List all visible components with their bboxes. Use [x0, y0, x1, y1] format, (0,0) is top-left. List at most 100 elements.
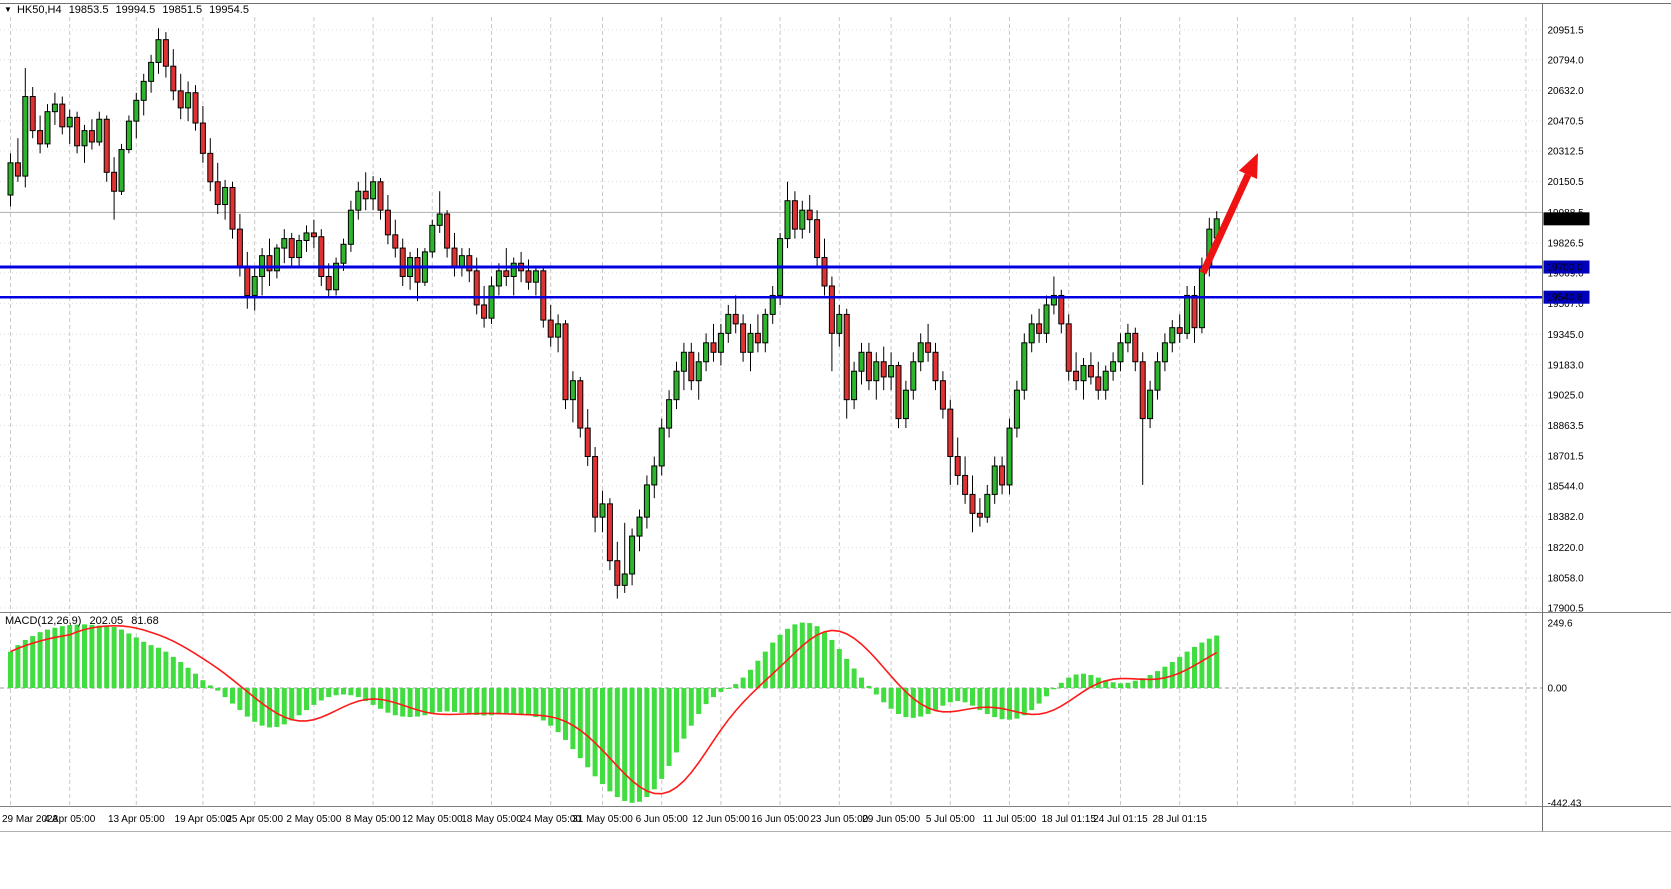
candle-body-up [1117, 342, 1124, 363]
candle-body-down [954, 455, 961, 476]
trend-arrow-shaft[interactable] [1199, 173, 1252, 275]
candle-body-up [125, 120, 132, 151]
candle-body-down [895, 365, 902, 420]
time-axis-label: 24 May 05:00 [520, 814, 581, 825]
candle-body-down [1065, 323, 1072, 372]
candle-body-up [347, 209, 354, 245]
candle [703, 333, 710, 372]
candle [407, 251, 414, 290]
candle [266, 238, 273, 286]
macd-histogram-bar [318, 688, 324, 701]
candle-body-down [925, 342, 932, 353]
candle [547, 304, 554, 347]
macd-histogram-bar [59, 626, 65, 688]
candle-body-down [1095, 376, 1102, 391]
candle [584, 409, 591, 466]
macd-histogram-bar [651, 688, 657, 790]
candle [688, 342, 695, 391]
candle [362, 172, 369, 211]
candle-body-up [185, 92, 192, 109]
candle [1013, 380, 1020, 438]
macd-name: MACD(12,26,9) [5, 615, 82, 627]
candle-body-down [1087, 365, 1094, 378]
macd-histogram-bar [999, 688, 1005, 720]
candle [999, 456, 1006, 495]
candle-body-down [947, 408, 954, 457]
macd-histogram-bar [1132, 680, 1138, 688]
macd-histogram-bar [984, 688, 990, 714]
candle-body-down [244, 266, 251, 296]
macd-histogram-bar [777, 634, 783, 688]
candle-body-down [318, 236, 325, 278]
candle-body-down [1139, 361, 1146, 420]
candle-body-up [436, 213, 443, 226]
candle-body-up [636, 516, 643, 537]
candle-body-down [592, 455, 599, 518]
price-axis-label: 18701.5 [1548, 452, 1585, 463]
macd-histogram-bar [555, 688, 561, 733]
macd-histogram-bar [52, 627, 58, 688]
candle-body-up [44, 111, 51, 145]
candle-body-down [999, 465, 1006, 486]
price-axis-label: 18863.5 [1548, 421, 1585, 432]
macd-histogram-bar [200, 680, 206, 688]
macd-histogram-bar [799, 622, 805, 688]
macd-histogram-bar [970, 688, 975, 706]
candle [1095, 361, 1102, 400]
macd-histogram-bar [851, 668, 857, 688]
candle [414, 248, 421, 302]
macd-histogram-bar [711, 688, 716, 698]
candle [355, 181, 362, 220]
candle-body-down [362, 190, 369, 200]
candle-body-down [310, 232, 317, 238]
candle-body-up [155, 39, 162, 63]
candle [1065, 314, 1072, 381]
candle-body-down [710, 342, 717, 353]
macd-histogram-bar [207, 685, 213, 688]
time-axis-label: 6 Jun 05:00 [636, 814, 689, 825]
candle [525, 259, 532, 290]
macd-histogram-bar [37, 632, 43, 688]
macd-histogram-bar [829, 639, 835, 688]
candle-body-down [562, 323, 569, 401]
candle [710, 323, 717, 362]
candle [347, 200, 354, 252]
candle [592, 447, 599, 533]
time-axis-label: 23 Jun 05:00 [810, 814, 868, 825]
candle [59, 96, 66, 135]
candle [843, 308, 850, 419]
candle-body-up [1154, 361, 1161, 391]
time-axis-label: 28 Jul 01:15 [1152, 814, 1207, 825]
candle-body-down [503, 270, 510, 278]
macd-histogram-bar [126, 633, 132, 688]
candle [229, 181, 236, 239]
candle-body-up [1080, 365, 1087, 382]
trend-arrow-head[interactable] [1238, 153, 1258, 179]
macd-histogram-bar [696, 688, 702, 714]
macd-histogram-bar [1036, 688, 1042, 704]
candle [510, 257, 517, 296]
macd-histogram-bar [1214, 635, 1220, 688]
macd-histogram-bar [614, 688, 620, 798]
macd-histogram-bar [644, 688, 650, 798]
macd-histogram-bar [311, 688, 317, 705]
macd-histogram-bar [474, 688, 480, 716]
candle-body-up [355, 190, 362, 211]
price-axis-label: 19025.0 [1548, 390, 1585, 401]
symbol-dropdown-icon[interactable]: ▼ [4, 5, 12, 14]
macd-histogram-bar [1066, 677, 1072, 688]
macd-histogram-bar [1029, 688, 1035, 711]
candle [969, 475, 976, 533]
candle [29, 87, 36, 139]
candle [1147, 380, 1154, 429]
candle [1117, 333, 1124, 372]
candle-body-up [984, 493, 991, 518]
candle-body-down [732, 313, 739, 325]
candle-body-down [236, 228, 243, 268]
candle [962, 456, 969, 504]
macd-histogram-bar [577, 688, 583, 759]
candle [851, 361, 858, 410]
candle-body-down [103, 118, 110, 173]
macd-histogram-bar [370, 688, 376, 705]
